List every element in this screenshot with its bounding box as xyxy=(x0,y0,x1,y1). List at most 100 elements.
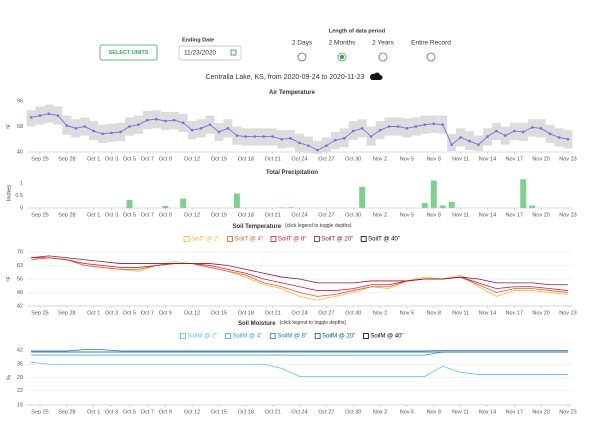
x-tick-label: Nov 11 xyxy=(452,156,469,162)
legend-label: SoilM @ 8" xyxy=(277,334,307,340)
period-option[interactable]: 2 Months xyxy=(329,40,356,62)
y-tick-label: 96 xyxy=(17,98,23,104)
legend-label: SoilM @ 40" xyxy=(370,334,403,340)
bar xyxy=(421,203,428,208)
x-tick-label: Oct 30 xyxy=(345,212,361,218)
button-label: SELECT UNITS xyxy=(109,50,149,56)
x-tick-label: Nov 20 xyxy=(532,310,549,316)
point xyxy=(47,112,51,116)
period-option[interactable]: 2 Days xyxy=(292,40,313,62)
download-icon[interactable] xyxy=(370,72,383,80)
legend-swatch xyxy=(227,236,233,242)
legend-label: SoilT @ 2" xyxy=(191,237,219,243)
point xyxy=(244,135,248,138)
y-tick-label: 68 xyxy=(17,124,23,130)
x-tick-label: Nov 11 xyxy=(452,409,469,415)
point xyxy=(423,123,427,126)
point xyxy=(253,135,257,138)
x-tick-label: Oct 24 xyxy=(291,310,307,316)
period-option[interactable]: 2 Years xyxy=(372,40,395,62)
point xyxy=(325,144,328,147)
x-tick-label: Oct 18 xyxy=(238,156,254,162)
point xyxy=(360,127,364,130)
y-tick-label: 35 xyxy=(17,362,23,368)
x-tick-label: Nov 14 xyxy=(479,409,496,415)
legend-item[interactable]: SoilT @ 40" xyxy=(360,236,400,243)
point xyxy=(504,134,507,137)
bar xyxy=(439,205,446,208)
select-units-button[interactable]: SELECT UNITS xyxy=(99,44,158,61)
x-tick-label: Nov 17 xyxy=(506,409,523,415)
chart-title: Soil Moisture (click legend to toggle dep… xyxy=(238,320,346,326)
x-tick-label: Oct 9 xyxy=(159,310,172,316)
date-value: 11/23/2020 xyxy=(184,50,216,57)
legend-label: SoilT @ 40" xyxy=(368,237,400,243)
x-tick-label: Oct 9 xyxy=(159,156,172,162)
point xyxy=(65,124,69,127)
bar xyxy=(287,207,294,208)
radio-dot xyxy=(339,54,345,60)
x-tick-label: Nov 8 xyxy=(427,212,441,218)
y-tick-label: 1 xyxy=(20,180,23,186)
legend-item[interactable]: SoilT @ 2" xyxy=(183,236,219,243)
legend-item[interactable]: SoilM @ 4" xyxy=(224,333,262,340)
x-tick-label: Nov 23 xyxy=(559,156,576,162)
point xyxy=(146,118,149,122)
x-tick-label: Oct 9 xyxy=(159,212,172,218)
bar xyxy=(430,180,437,208)
x-tick-label: Oct 3 xyxy=(105,310,118,316)
point xyxy=(74,127,78,130)
series-line xyxy=(31,255,568,286)
x-tick-label: Sep 25 xyxy=(31,409,48,415)
legend-swatch xyxy=(224,333,231,339)
legend: SoilT @ 2" SoilT @ 4" SoilT @ 8" SoilT @ 20… xyxy=(183,236,400,243)
legend-label: SoilT @ 20" xyxy=(321,237,353,243)
x-tick-label: Sep 28 xyxy=(58,156,75,162)
x-tick-label: Oct 15 xyxy=(211,409,227,415)
point xyxy=(119,130,122,134)
x-tick-label: Oct 3 xyxy=(105,156,118,162)
period-text: 2 Days xyxy=(292,40,313,47)
point xyxy=(172,118,176,122)
x-tick-label: Oct 1 xyxy=(87,156,100,162)
x-tick-label: Oct 21 xyxy=(265,156,281,162)
legend-swatch xyxy=(183,236,190,242)
legend-label: SoilT @ 8" xyxy=(278,237,306,243)
point xyxy=(226,127,230,130)
legend-item[interactable]: SoilM @ 2" xyxy=(180,333,217,340)
x-tick-label: Oct 30 xyxy=(345,310,361,316)
period-text: 2 Years xyxy=(372,40,394,47)
point xyxy=(450,143,453,147)
x-tick-label: Oct 24 xyxy=(291,156,307,162)
legend-item[interactable]: SoilM @ 8" xyxy=(269,333,307,340)
point xyxy=(307,144,310,147)
legend-item[interactable]: SoilM @ 20" xyxy=(314,333,355,340)
x-tick-label: Oct 27 xyxy=(318,212,334,218)
point xyxy=(539,127,543,130)
y-tick-label: 0 xyxy=(20,205,23,211)
legend-item[interactable]: SoilT @ 8" xyxy=(270,236,306,243)
legend-swatch xyxy=(313,236,320,242)
chart-title: Air Temperature xyxy=(269,90,316,96)
radio xyxy=(426,52,436,62)
period-option[interactable]: Entire Record xyxy=(411,40,451,62)
x-tick-label: Oct 7 xyxy=(141,156,154,162)
x-tick-label: Oct 18 xyxy=(238,310,254,316)
x-tick-label: Sep 25 xyxy=(31,310,48,316)
point xyxy=(190,128,194,132)
legend-item[interactable]: SoilM @ 40" xyxy=(362,333,404,340)
x-tick-label: Oct 27 xyxy=(318,156,334,162)
legend-item[interactable]: SoilT @ 20" xyxy=(313,236,353,243)
legend-swatch xyxy=(180,333,186,339)
x-tick-label: Oct 9 xyxy=(159,409,172,415)
x-tick-label: Nov 2 xyxy=(373,409,387,415)
legend-item[interactable]: SoilT @ 4" xyxy=(227,236,263,243)
x-tick-label: Sep 28 xyxy=(58,310,75,316)
date-input[interactable]: 11/23/2020 xyxy=(178,45,242,61)
legend-swatch xyxy=(270,236,277,242)
point xyxy=(405,127,409,130)
x-tick-label: Nov 14 xyxy=(479,156,496,162)
x-tick-label: Sep 25 xyxy=(31,156,48,162)
x-tick-label: Nov 2 xyxy=(373,310,387,316)
